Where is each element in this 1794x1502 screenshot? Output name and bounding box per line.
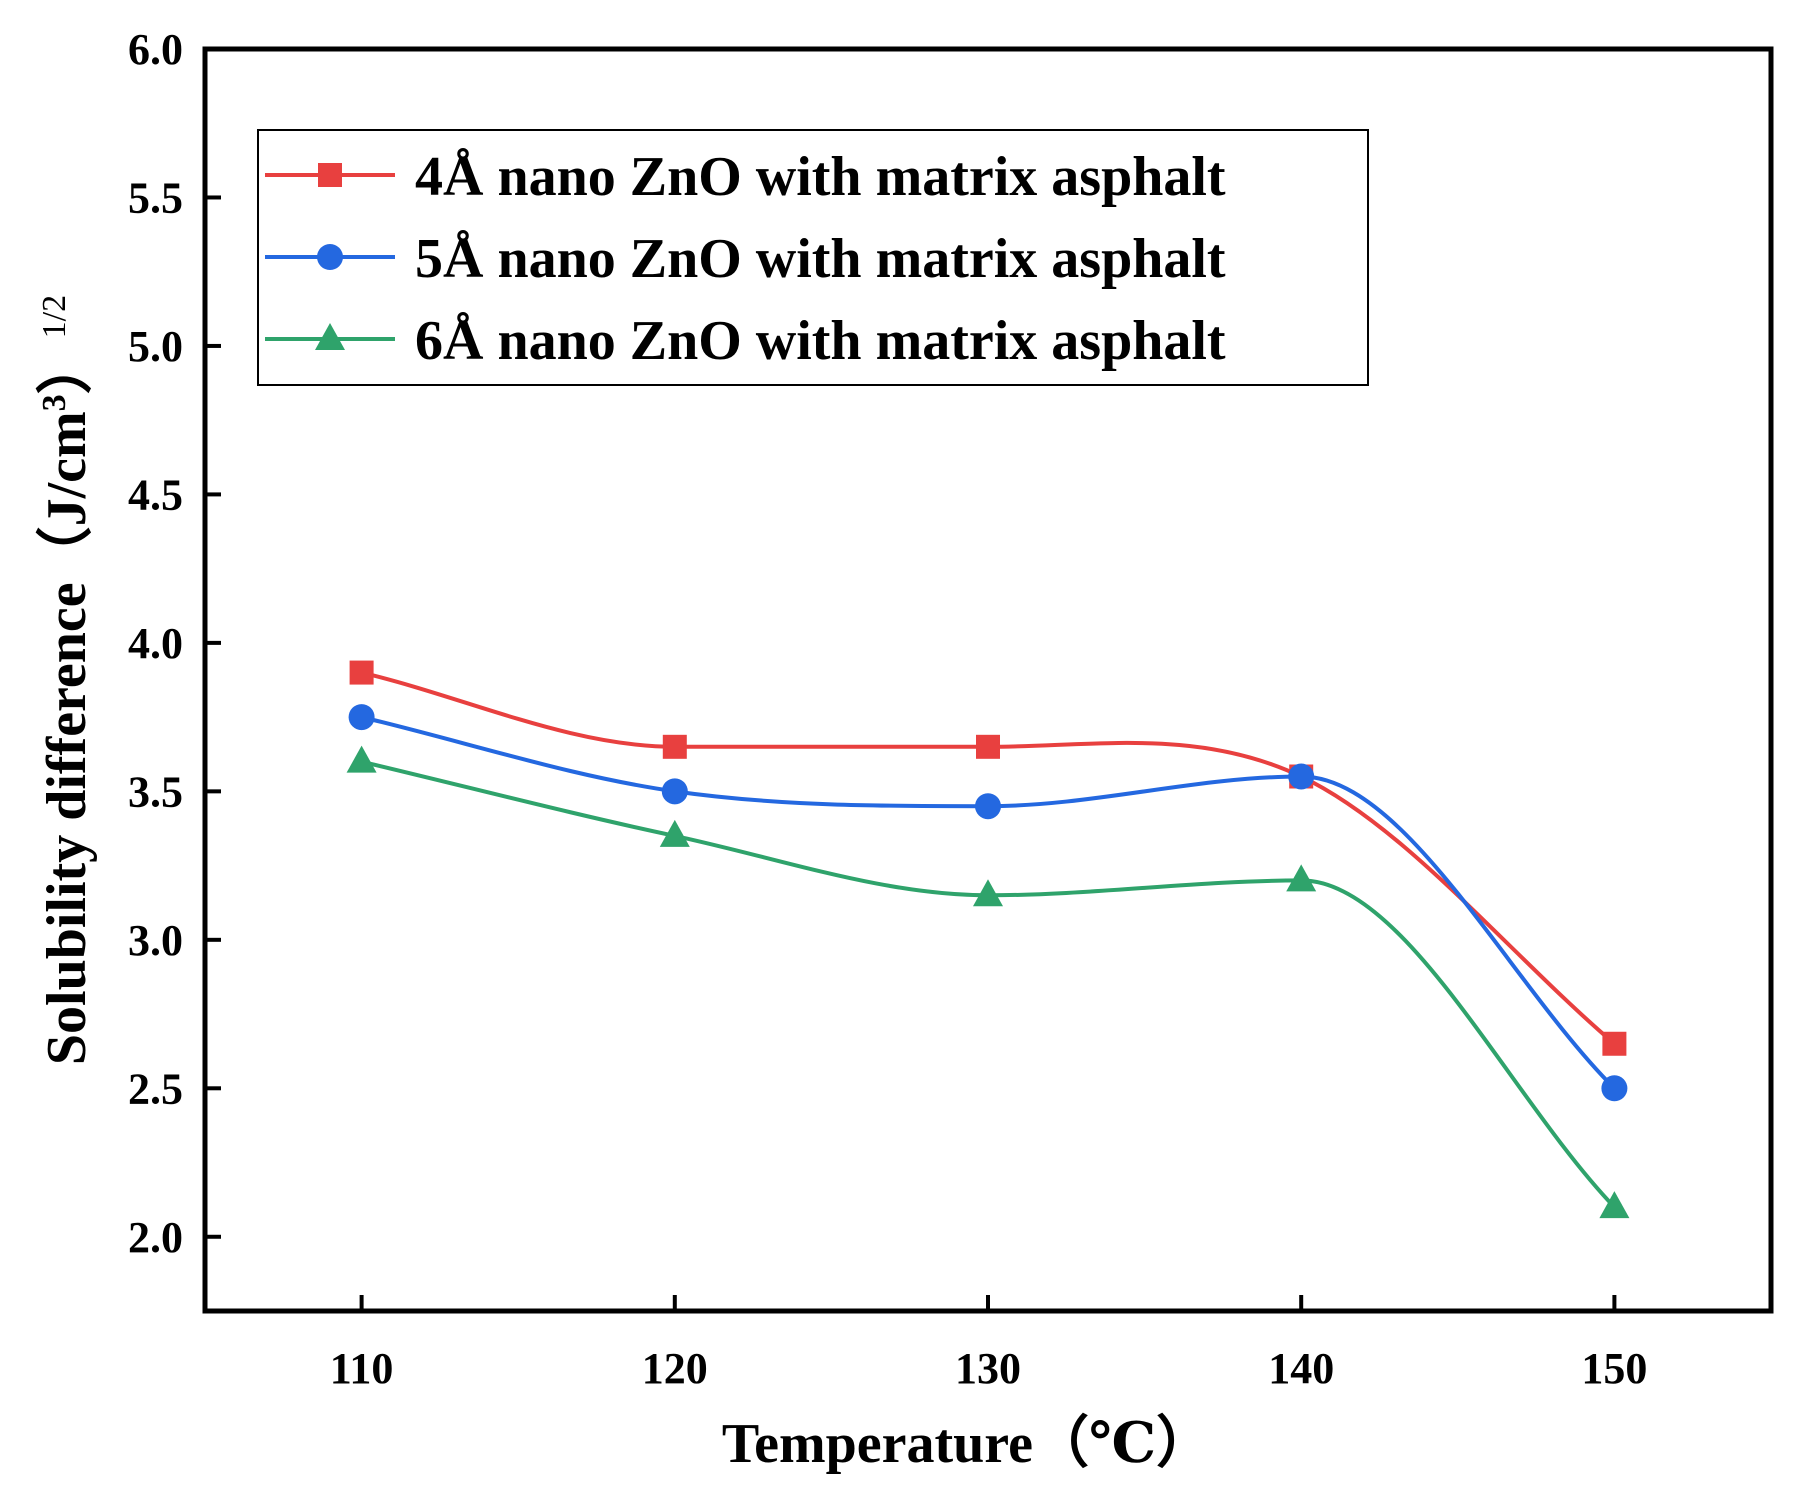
data-point-6a-130: [973, 879, 1003, 907]
y-tick-label-3.0: 3.0: [128, 916, 183, 965]
x-axis-title: Temperature（℃）: [722, 1412, 1212, 1475]
data-point-4a-130: [976, 734, 1000, 759]
y-tick-label-2.0: 2.0: [128, 1213, 183, 1262]
data-point-5a-150: [1601, 1075, 1628, 1102]
y-axis: 2.0 2.5 3.0 3.5 4.0 4.5 5.0 5.5 6.0: [128, 25, 221, 1262]
y-tick-label-4.0: 4.0: [128, 619, 183, 668]
x-tick-label-150: 150: [1581, 1344, 1647, 1393]
series-layer: [346, 660, 1630, 1219]
data-point-5a-140: [1288, 763, 1315, 790]
series-line-6a: [361, 759, 1616, 1209]
data-point-6a-120: [659, 819, 690, 847]
y-tick-label-4.5: 4.5: [128, 470, 183, 519]
series-5a: [348, 704, 1628, 1102]
data-point-6a-110: [346, 745, 377, 773]
y-axis-title-sup-half: 1/2: [36, 295, 73, 338]
y-tick-label-2.5: 2.5: [128, 1064, 183, 1113]
x-tick-label-120: 120: [642, 1344, 708, 1393]
legend: 4Å nano ZnO with matrix asphalt 5Å nano …: [257, 129, 1369, 386]
series-4a: [349, 660, 1627, 1056]
y-axis-title-main: Solubility difference（J/cm: [35, 411, 98, 1065]
data-point-5a-130: [975, 793, 1001, 820]
y-axis-title: Solubility difference（J/cm3）1/2: [35, 295, 98, 1065]
y-axis-title-close: ）: [35, 338, 98, 394]
data-point-4a-150: [1602, 1031, 1627, 1056]
data-point-6a-140: [1286, 864, 1317, 892]
data-point-5a-110: [348, 704, 375, 731]
legend-label-5a: 5Å nano ZnO with matrix asphalt: [415, 228, 1226, 290]
y-tick-label-5.5: 5.5: [128, 173, 183, 222]
legend-label-4a: 4Å nano ZnO with matrix asphalt: [415, 146, 1226, 208]
y-tick-label-5.0: 5.0: [128, 322, 183, 371]
legend-box: [257, 129, 1369, 386]
data-point-6a-150: [1599, 1191, 1630, 1219]
legend-marker-triangle: [315, 323, 345, 350]
y-tick-label-6.0: 6.0: [128, 25, 183, 74]
data-point-5a-120: [661, 778, 688, 805]
data-point-4a-110: [349, 660, 374, 685]
x-tick-label-110: 110: [330, 1344, 394, 1393]
legend-marker-circle: [317, 244, 343, 270]
x-axis: 110 120 130 140 150: [330, 1295, 1647, 1393]
y-axis-title-sup-3: 3: [36, 394, 73, 411]
y-tick-label-3.5: 3.5: [128, 767, 183, 816]
x-tick-label-130: 130: [955, 1344, 1021, 1393]
data-point-4a-120: [662, 734, 687, 759]
series-line-5a: [361, 715, 1616, 1090]
series-6a: [346, 745, 1630, 1219]
legend-marker-square: [318, 163, 342, 187]
x-tick-label-140: 140: [1268, 1344, 1334, 1393]
legend-label-6a: 6Å nano ZnO with matrix asphalt: [415, 310, 1226, 372]
